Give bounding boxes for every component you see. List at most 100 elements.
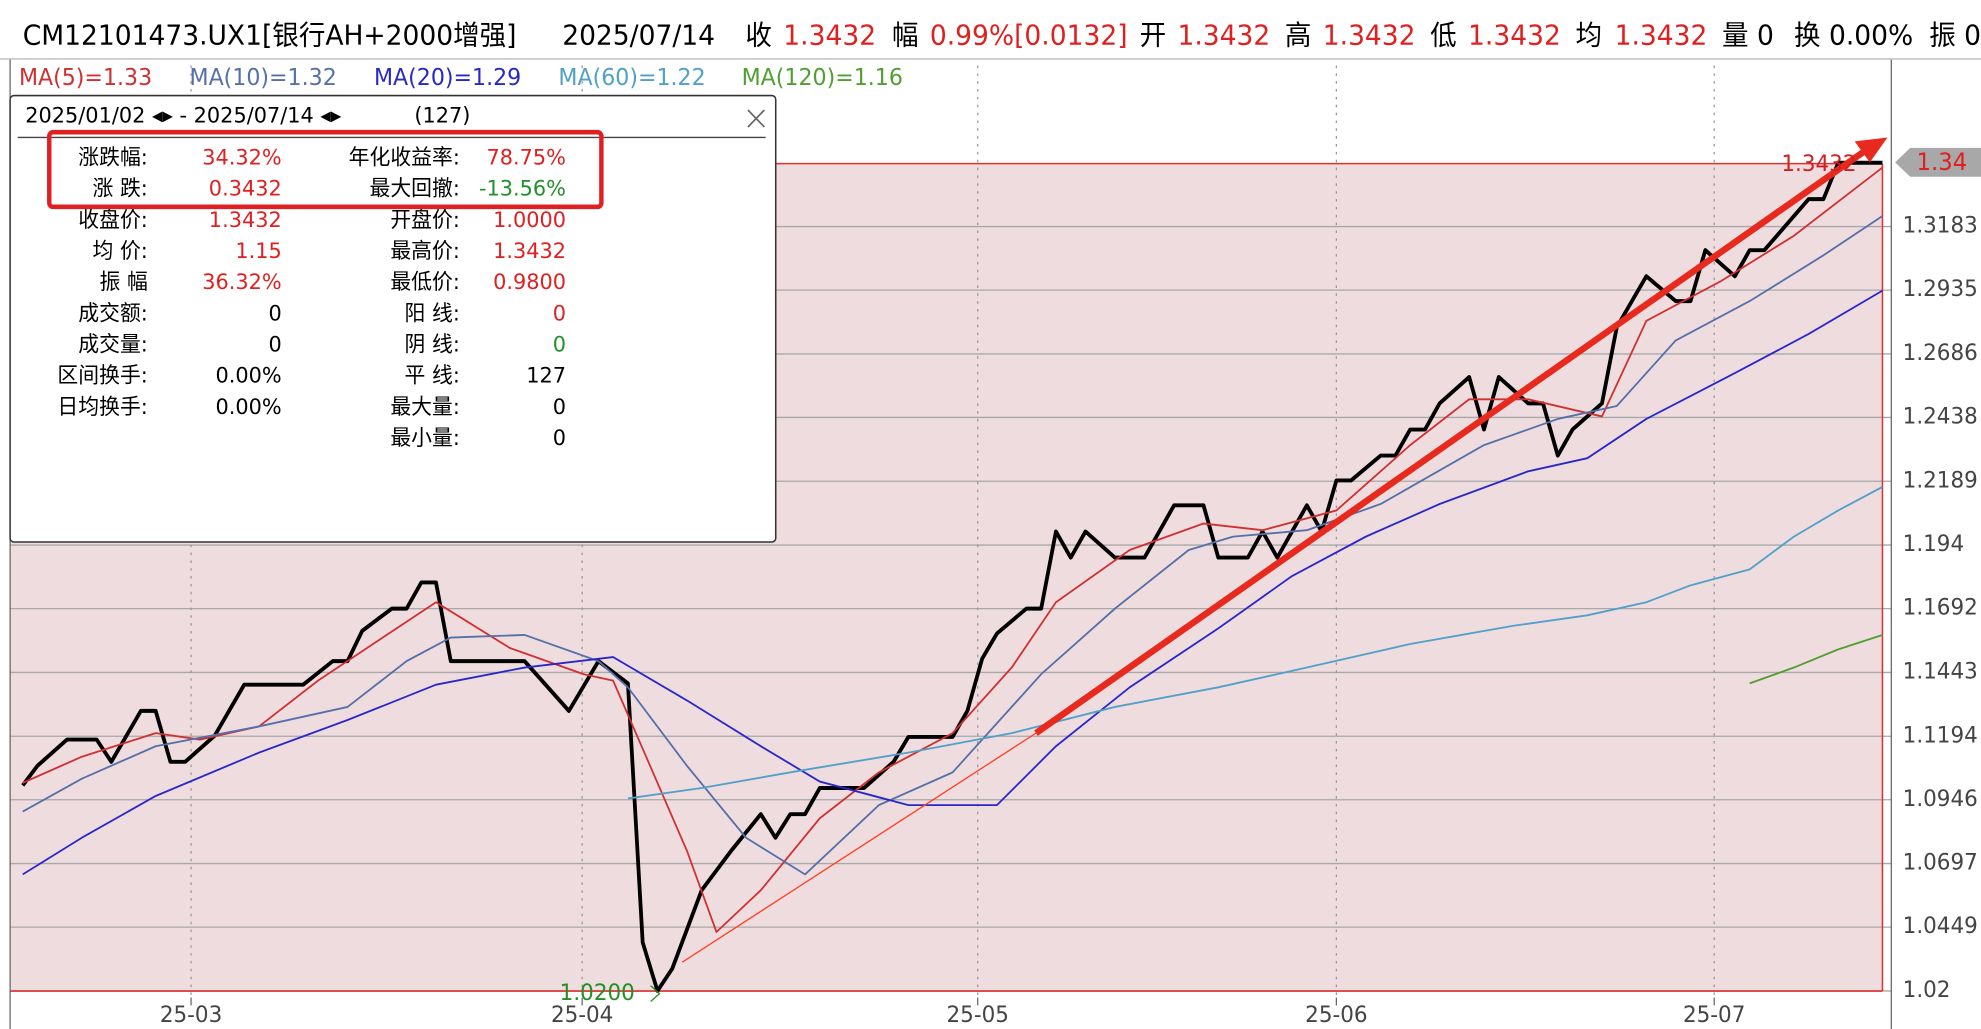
y-tick-label: 1.2686 [1903,341,1978,366]
stat-value: 127 [526,363,566,388]
ma-line [1749,634,1883,685]
stat-label: 成交额: [78,301,148,326]
x-tick-label: 25-05 [947,1003,1009,1028]
stat-label: 收盘价: [78,207,148,232]
label: 高 [1285,20,1312,52]
amplitude: 振 0 [1929,20,1981,52]
arrow-head [1854,137,1888,163]
value: 0.99%[0.0132] [930,20,1128,52]
stat-value: 0 [553,332,566,357]
low-arrow [650,985,661,1003]
stat-label: 年化收益率: [349,145,460,170]
stat-label: 最大量: [390,394,460,419]
series-lines [21,160,1883,993]
stat-label: 均 价: [92,239,147,264]
y-tick-label: 1.194 [1903,532,1964,557]
legend-entry: MA(120)=1.16 [742,65,903,91]
price-badge [1895,147,1981,177]
label: 收 [745,20,772,52]
stat-label: 最低价: [390,270,460,295]
symbol: CM12101473.UX1[银行AH+2000增强] [23,20,517,52]
label: 开 [1140,20,1167,52]
stat-label: 成交量: [78,332,148,357]
stat-value: 0 [553,426,566,451]
trend-arrow [1034,146,1870,736]
y-tick-label: 1.2189 [1903,468,1978,493]
ma-line [22,166,1883,933]
stat-value: 0 [268,332,281,357]
close-line [21,160,1883,993]
y-tick-label: 1.1443 [1903,659,1978,684]
label: 幅 [892,20,919,52]
y-tick-label: 1.3183 [1903,213,1978,238]
stat-label: 区间换手: [57,363,147,388]
stat-value: 1.3432 [493,239,566,264]
legend-entry: MA(5)=1.33 [19,65,152,91]
stat-label: 最大回撤: [369,176,459,201]
date: 2025/07/14 [562,20,715,52]
volume: 量 0 [1722,20,1774,52]
stat-value: 0 [553,301,566,326]
stat-label: 平 线: [405,363,460,388]
stat-value: -13.56% [479,176,566,201]
stat-value: 0.00% [216,363,282,388]
stat-value: 34.32% [202,145,281,170]
y-tick-label: 1.1194 [1903,723,1978,748]
stat-value: 0.3432 [209,176,282,201]
value: 1.3432 [1615,20,1708,52]
stat-value: 0 [268,301,281,326]
legend-entry: MA(20)=1.29 [374,65,521,91]
value: 1.3432 [1323,20,1416,52]
header: CM12101473.UX1[银行AH+2000增强] 2025/07/14 收… [23,20,1981,52]
stat-label: 最高价: [390,239,460,264]
stat-label: 阳 线: [405,301,460,326]
x-tick-label: 25-03 [160,1003,222,1028]
stat-value: 0 [553,394,566,419]
y-tick-label: 1.0697 [1903,850,1978,875]
y-tick-label: 1.2935 [1903,277,1978,302]
legend: MA(5)=1.33 MA(10)=1.32 MA(20)=1.29 MA(60)=1… [19,65,903,91]
price-badge-label: 1.34 [1917,150,1968,176]
stat-value: 0.00% [216,394,282,419]
highlight-box [47,129,604,210]
value: 1.3432 [1468,20,1561,52]
low-label: 1.0200 [560,980,635,1005]
value: 1.3432 [1177,20,1270,52]
stat-value: 0.9800 [493,270,566,295]
y-tick-label: 1.2438 [1903,404,1978,429]
high-label: 1.3432 [1781,152,1856,177]
trend-thin [681,732,1037,963]
stat-value: 36.32% [202,270,281,295]
panel-rows: 涨跌幅: 34.32% 年化收益率: 78.75% 涨 跌: 0.3432 最大回撤: -13… [57,145,566,451]
x-tick-label: 25-07 [1683,1003,1745,1028]
stats-panel: 2025/01/02 ◂▸ - 2025/07/14 ◂▸ (127) 涨跌幅:… [9,94,777,543]
ma-line [22,289,1883,876]
legend-entry: MA(60)=1.22 [558,65,705,91]
stat-label: 最小量: [390,426,460,451]
stat-label: 日均换手: [57,394,147,419]
stat-label: 涨 跌: [92,176,147,201]
stat-label: 开盘价: [390,207,460,232]
y-tick-label: 1.0449 [1903,914,1978,939]
x-tick-label: 25-04 [551,1003,613,1028]
stat-value: 78.75% [487,145,566,170]
stat-value: 1.0000 [493,207,566,232]
panel-count: (127) [414,103,470,128]
stat-value: 1.3432 [209,207,282,232]
label: 低 [1430,20,1457,52]
y-tick-label: 1.1692 [1903,595,1978,620]
ma-line [627,486,1883,800]
x-tick-label: 25-06 [1305,1003,1367,1028]
turnover: 换 0.00% [1794,20,1913,52]
stat-label: 振 幅 [100,270,148,295]
ma-line [22,215,1883,876]
panel-title: 2025/01/02 ◂▸ - 2025/07/14 ◂▸ [25,103,341,128]
y-tick-label: 1.0946 [1903,787,1978,812]
value: 1.3432 [783,20,876,52]
label: 均 [1575,20,1602,52]
stat-value: 1.15 [235,239,281,264]
stat-label: 阴 线: [405,332,460,357]
stat-label: 涨跌幅: [78,145,148,170]
close-icon[interactable] [747,109,765,128]
